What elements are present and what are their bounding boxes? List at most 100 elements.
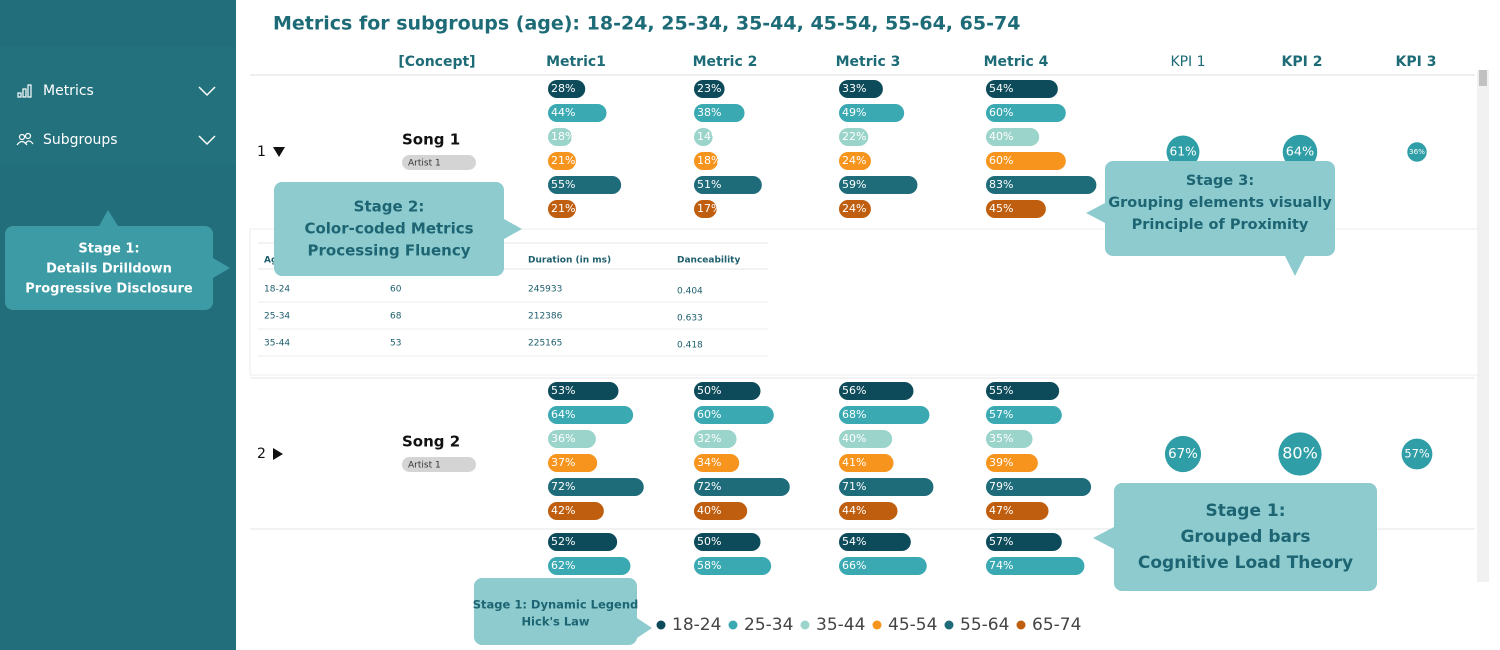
chevron[interactable]: [198, 86, 216, 97]
row-index: 1: [257, 144, 266, 160]
column-header: [Concept]: [398, 54, 475, 70]
metric-bar: [548, 152, 576, 170]
bar-label: 18%: [551, 130, 575, 143]
column-header: KPI 3: [1396, 54, 1437, 70]
bar-label: 51%: [697, 178, 721, 191]
scroll-thumb[interactable]: [1479, 70, 1487, 86]
legend-dot: [872, 620, 882, 630]
metric-bar: [839, 200, 871, 218]
bar-label: 66%: [842, 559, 866, 572]
legend-label: 55-64: [960, 615, 1009, 635]
bar-label: 56%: [842, 384, 866, 397]
kpi-circle: [1407, 142, 1427, 162]
bar-label: 24%: [842, 154, 866, 167]
bar-label: 58%: [697, 559, 721, 572]
callout-arrow: [99, 210, 118, 226]
bar-label: 39%: [989, 456, 1013, 469]
table-cell: 68: [390, 312, 402, 322]
bar-label: 74%: [989, 559, 1013, 572]
artist-pill: [402, 457, 476, 472]
bar-label: 14%: [697, 130, 721, 143]
metric-bar: [694, 406, 774, 424]
metric-bar: [839, 502, 898, 520]
table-cell: 212386: [528, 312, 563, 322]
metric-bar: [839, 430, 893, 448]
metric-bar: [839, 152, 871, 170]
callout-text: Details Drilldown: [46, 262, 172, 277]
metric-bar: [694, 104, 745, 122]
table-cell: 25-34: [264, 312, 290, 322]
callout-text: Grouped bars: [1180, 527, 1310, 547]
column-header: KPI 2: [1282, 54, 1323, 70]
metric-bar: [986, 454, 1038, 472]
metric-bar: [694, 200, 717, 218]
bar-label: 38%: [697, 106, 721, 119]
bar-label: 45%: [989, 202, 1013, 215]
legend-dot: [656, 620, 666, 630]
kpi-label: 80%: [1282, 444, 1318, 463]
metric-bar: [694, 502, 748, 520]
callout-arrow: [1093, 527, 1114, 549]
sidebar-menu: [0, 46, 236, 164]
bar-label: 40%: [842, 432, 866, 445]
table-cell: 60: [390, 285, 402, 295]
metric-bar: [548, 557, 631, 575]
bar-label: 62%: [551, 559, 575, 572]
callout-text: Stage 3:: [1186, 173, 1254, 189]
metric-bar: [986, 533, 1062, 551]
row-index: 2: [257, 446, 266, 462]
metric-bar: [548, 430, 596, 448]
metric-bar: [986, 128, 1040, 146]
bar-label: 32%: [697, 432, 721, 445]
metric-bar: [548, 533, 618, 551]
bar-label: 47%: [989, 504, 1013, 517]
bar-label: 54%: [842, 535, 866, 548]
metric-bar: [548, 382, 619, 400]
menu-item[interactable]: Subgroups: [43, 132, 118, 148]
legend-label: 45-54: [888, 615, 937, 635]
metric-bar: [986, 152, 1066, 170]
bar-label: 72%: [551, 480, 575, 493]
artist-name: Artist 1: [408, 461, 441, 471]
bar-label: 57%: [989, 535, 1013, 548]
kpi-circle: [1166, 135, 1200, 169]
metric-bar: [839, 80, 883, 98]
legend-label: 35-44: [816, 615, 865, 635]
expand-toggle[interactable]: [273, 448, 283, 460]
callout-box: [1114, 483, 1377, 591]
metric-bar: [548, 80, 586, 98]
table-cell: 53: [390, 339, 401, 349]
callout-text: Processing Fluency: [308, 242, 471, 260]
scrollbar[interactable]: [1477, 70, 1489, 582]
legend-dot: [1016, 620, 1026, 630]
bar-label: 36%: [551, 432, 575, 445]
metric-bar: [839, 104, 905, 122]
bar-label: 54%: [989, 82, 1013, 95]
bar-label: 44%: [842, 504, 866, 517]
callout-text: Stage 1: Dynamic Legend: [473, 598, 639, 612]
annotations: Stage 1: Details Drilldown Progressive Dis…: [5, 161, 1377, 645]
song-name: Song 1: [402, 131, 460, 149]
callout-box: [5, 226, 213, 310]
metric-bar: [839, 176, 918, 194]
collapse-toggle[interactable]: [273, 147, 285, 157]
table-cell: 0.418: [677, 341, 703, 351]
metric-bar: [839, 533, 911, 551]
metric-bar: [839, 382, 914, 400]
metric-bar: [839, 406, 930, 424]
callout-arrow: [1086, 203, 1105, 223]
callout-arrow: [504, 219, 522, 239]
metric-bar: [694, 533, 761, 551]
table-cell: 18-24: [264, 285, 290, 295]
menu-item[interactable]: Metrics: [43, 83, 94, 99]
artist-name: Artist 1: [408, 159, 441, 169]
bar-label: 40%: [989, 130, 1013, 143]
bar-label: 41%: [842, 456, 866, 469]
chevron[interactable]: [198, 135, 216, 146]
subgroups-icon: [16, 132, 34, 146]
metric-bar: [986, 104, 1066, 122]
metric-bar: [986, 478, 1092, 496]
callout-text: Cognitive Load Theory: [1138, 553, 1353, 573]
bar-label: 33%: [842, 82, 866, 95]
